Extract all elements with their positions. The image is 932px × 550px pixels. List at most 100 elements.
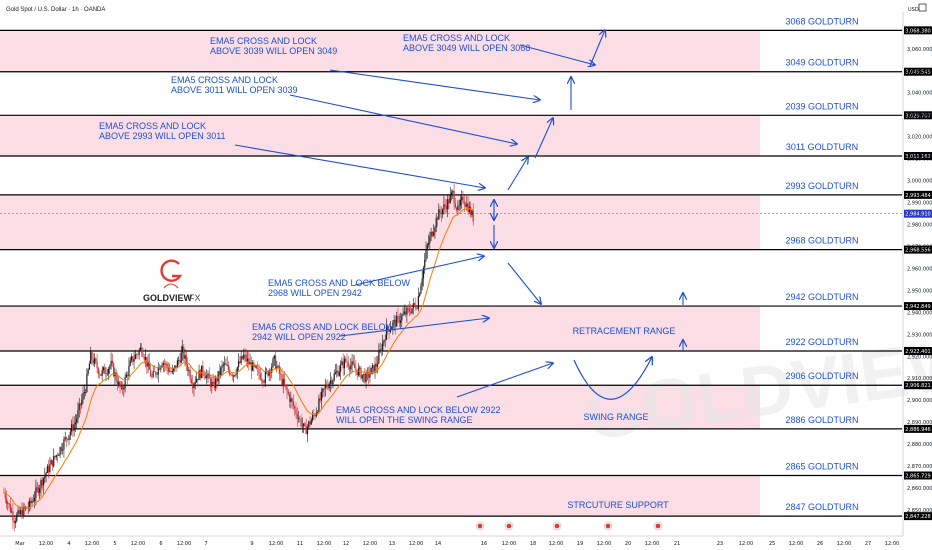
- candle-body: [383, 340, 385, 343]
- candle-body: [203, 372, 205, 376]
- candle-body: [467, 203, 469, 213]
- y-tick-label: 2,880.000: [907, 442, 932, 448]
- candle-body: [332, 379, 334, 385]
- candle-body: [155, 371, 157, 375]
- candle-body: [449, 195, 451, 204]
- candle-body: [271, 366, 273, 373]
- candle-body: [129, 360, 131, 366]
- annotation-line: EMA5 CROSS AND LOCK: [171, 75, 278, 85]
- candle-body: [97, 368, 99, 375]
- projection-arrow: [507, 262, 541, 304]
- candle-body: [72, 424, 74, 431]
- candle-body: [193, 383, 195, 389]
- x-tick-label: 12:00: [645, 541, 659, 547]
- candle-body: [183, 346, 185, 359]
- candle-body: [243, 354, 245, 359]
- candle-body: [142, 352, 144, 357]
- y-tick-label: 2,910.000: [907, 376, 932, 382]
- candle-body: [209, 378, 212, 387]
- x-tick-label: 26: [817, 541, 823, 547]
- candle-body: [174, 365, 176, 369]
- candle-body: [124, 377, 126, 388]
- x-tick-label: 25: [769, 541, 775, 547]
- current-price-tag: [904, 209, 932, 218]
- logo-swoosh: [163, 283, 179, 289]
- candle-body: [336, 370, 338, 373]
- candle-body: [87, 369, 89, 374]
- candle-body: [236, 367, 238, 374]
- candle-body: [401, 315, 403, 321]
- candle-body: [30, 500, 32, 504]
- candle-body: [65, 437, 68, 440]
- candle-body: [314, 415, 316, 417]
- candle-body: [73, 424, 75, 431]
- candle-body: [458, 205, 460, 206]
- candle-body: [217, 371, 219, 382]
- x-tick-label: 12:00: [85, 541, 99, 547]
- annotation-text: STRCUTURE SUPPORT: [567, 500, 669, 510]
- candle-body: [225, 363, 227, 366]
- candle-body: [317, 411, 319, 413]
- goldturn-label: 2039 GOLDTURN: [785, 101, 858, 111]
- candle-body: [28, 500, 31, 508]
- settings-icon[interactable]: [918, 3, 927, 12]
- candle-body: [40, 479, 42, 489]
- candle-body: [50, 460, 52, 465]
- candle-body: [212, 381, 214, 383]
- candle-body: [8, 503, 10, 504]
- candle-body: [150, 369, 152, 377]
- goldturn-label: 2906 GOLDTURN: [785, 371, 858, 381]
- candle-body: [5, 498, 8, 504]
- annotation-text: EMA5 CROSS AND LOCK ABOVE 3011 WILL OPEN …: [171, 75, 298, 95]
- event-flag-dot: [554, 523, 560, 529]
- candle-body: [364, 373, 366, 383]
- candle-body: [113, 363, 115, 377]
- candle-body: [300, 418, 302, 427]
- candle-body: [305, 425, 307, 435]
- goldturn-label: 2922 GOLDTURN: [785, 337, 858, 347]
- candle-body: [187, 364, 189, 371]
- candle-body: [289, 394, 291, 402]
- annotation-text: EMA5 CROSS AND LOCK ABOVE 2993 WILL OPEN …: [99, 121, 226, 141]
- candle-body: [42, 478, 45, 486]
- candle-body: [405, 311, 407, 315]
- annotation-text: RETRACEMENT RANGE: [573, 326, 676, 336]
- candle-body: [433, 232, 435, 236]
- candle-body: [31, 501, 33, 504]
- candle-body: [152, 371, 154, 377]
- candle-body: [88, 363, 91, 370]
- candle-body: [180, 352, 182, 363]
- candle-body: [16, 514, 18, 522]
- annotation-text: SWING RANGE: [583, 412, 648, 422]
- annotation-line: WILL OPEN THE SWING RANGE: [336, 415, 473, 425]
- candle-body: [348, 366, 351, 370]
- y-tick-label: 2,960.000: [907, 266, 932, 272]
- candle-body: [260, 379, 263, 381]
- candle-body: [82, 393, 84, 400]
- x-tick-label: Mar: [15, 541, 25, 547]
- goldturn-label: 3011 GOLDTURN: [786, 142, 858, 152]
- y-tick-label: 2,950.000: [907, 288, 932, 294]
- candle-body: [354, 363, 356, 369]
- candle-body: [18, 510, 20, 514]
- candle-body: [49, 464, 51, 473]
- candle-body: [396, 315, 398, 327]
- candle-body: [394, 319, 397, 327]
- candle-body: [310, 420, 312, 425]
- y-tick-label: 3,060.000: [907, 47, 932, 53]
- candle-body: [345, 358, 347, 362]
- candle-body: [297, 418, 300, 419]
- goldview-logo-icon: [160, 259, 183, 282]
- swing-arrow: [573, 357, 652, 400]
- candle-body: [391, 327, 393, 330]
- y-tick-label: 2,900.000: [907, 398, 932, 404]
- candle-body: [127, 374, 129, 377]
- event-flag-dot: [477, 523, 483, 529]
- candle-body: [148, 361, 150, 370]
- candle-body: [380, 349, 382, 352]
- price-tag-label: 3,011.162: [905, 154, 930, 160]
- x-tick-label: 12: [343, 541, 349, 547]
- candle-body: [86, 373, 88, 392]
- candle-body: [268, 370, 270, 376]
